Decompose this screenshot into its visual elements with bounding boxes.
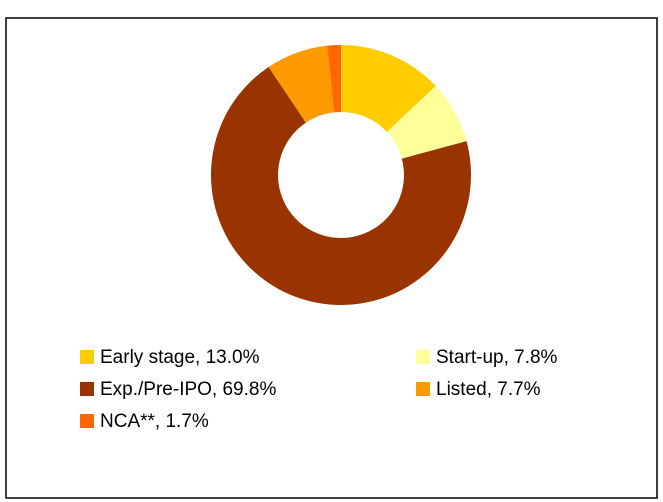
legend-label: NCA**, 1.7%: [100, 411, 209, 432]
legend-swatch: [80, 414, 94, 428]
legend-label: Start-up, 7.8%: [436, 347, 558, 368]
legend-label: Early stage, 13.0%: [100, 347, 260, 368]
legend-swatch: [80, 382, 94, 396]
legend-label: Listed, 7.7%: [436, 379, 541, 400]
legend-swatch: [416, 382, 430, 396]
legend-label: Exp./Pre-IPO, 69.8%: [100, 379, 276, 400]
donut-slice: [268, 45, 335, 123]
donut-slice: [211, 67, 471, 306]
legend-swatch: [416, 350, 430, 364]
donut-slice: [341, 45, 436, 132]
donut-slice: [327, 45, 341, 113]
donut-slice: [386, 86, 467, 159]
legend-swatch: [80, 350, 94, 364]
